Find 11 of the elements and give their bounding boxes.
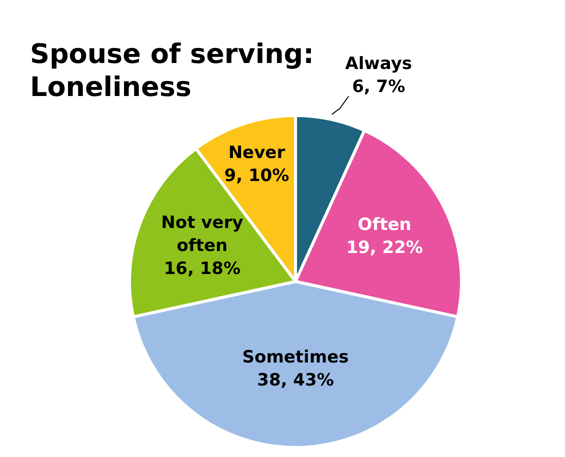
data-label: 9, 10% (224, 166, 290, 186)
slice-label: Not very often (161, 213, 244, 256)
data-label: 6, 7% (352, 77, 406, 98)
data-label: 19, 22% (346, 238, 423, 258)
slice-label: Often (358, 214, 412, 235)
data-label: 16, 18% (164, 259, 241, 280)
slice-label: Never (228, 142, 286, 163)
slice-label: Sometimes (242, 347, 349, 368)
slice-label: Always (345, 54, 412, 74)
chart-title: Spouse of serving: Loneliness (30, 38, 315, 104)
data-label: 38, 43% (257, 370, 334, 390)
